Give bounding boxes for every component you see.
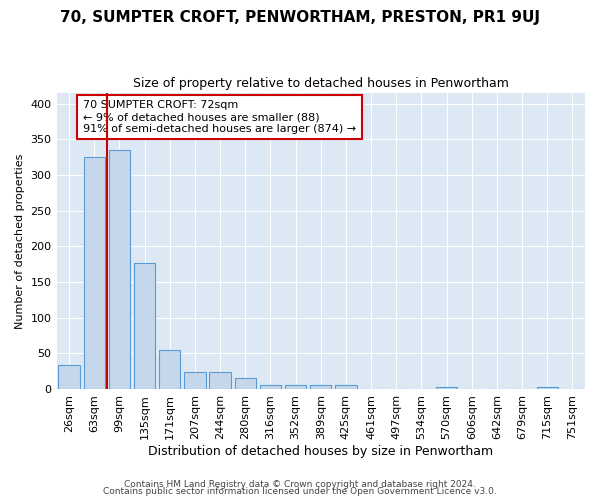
X-axis label: Distribution of detached houses by size in Penwortham: Distribution of detached houses by size … (148, 444, 493, 458)
Bar (109, 150, 130, 389)
Text: 70, SUMPTER CROFT, PENWORTHAM, PRESTON, PR1 9UJ: 70, SUMPTER CROFT, PENWORTHAM, PRESTON, … (60, 10, 540, 25)
Bar (436, 387, 457, 389)
Title: Size of property relative to detached houses in Penwortham: Size of property relative to detached ho… (133, 78, 509, 90)
Bar (335, 386, 356, 389)
Text: Contains public sector information licensed under the Open Government Licence v3: Contains public sector information licen… (103, 487, 497, 496)
Bar (536, 387, 558, 389)
Bar (310, 386, 331, 389)
Text: Contains HM Land Registry data © Crown copyright and database right 2024.: Contains HM Land Registry data © Crown c… (124, 480, 476, 489)
Bar (184, 372, 206, 389)
Bar (58, 366, 80, 389)
Bar (134, 263, 155, 389)
Text: 70 SUMPTER CROFT: 72sqm
← 9% of detached houses are smaller (88)
91% of semi-det: 70 SUMPTER CROFT: 72sqm ← 9% of detached… (83, 100, 356, 134)
Bar (209, 372, 231, 389)
Bar (83, 157, 105, 389)
Y-axis label: Number of detached properties: Number of detached properties (15, 154, 25, 328)
Bar (260, 386, 281, 389)
Bar (159, 350, 181, 389)
Bar (235, 378, 256, 389)
Bar (285, 386, 307, 389)
